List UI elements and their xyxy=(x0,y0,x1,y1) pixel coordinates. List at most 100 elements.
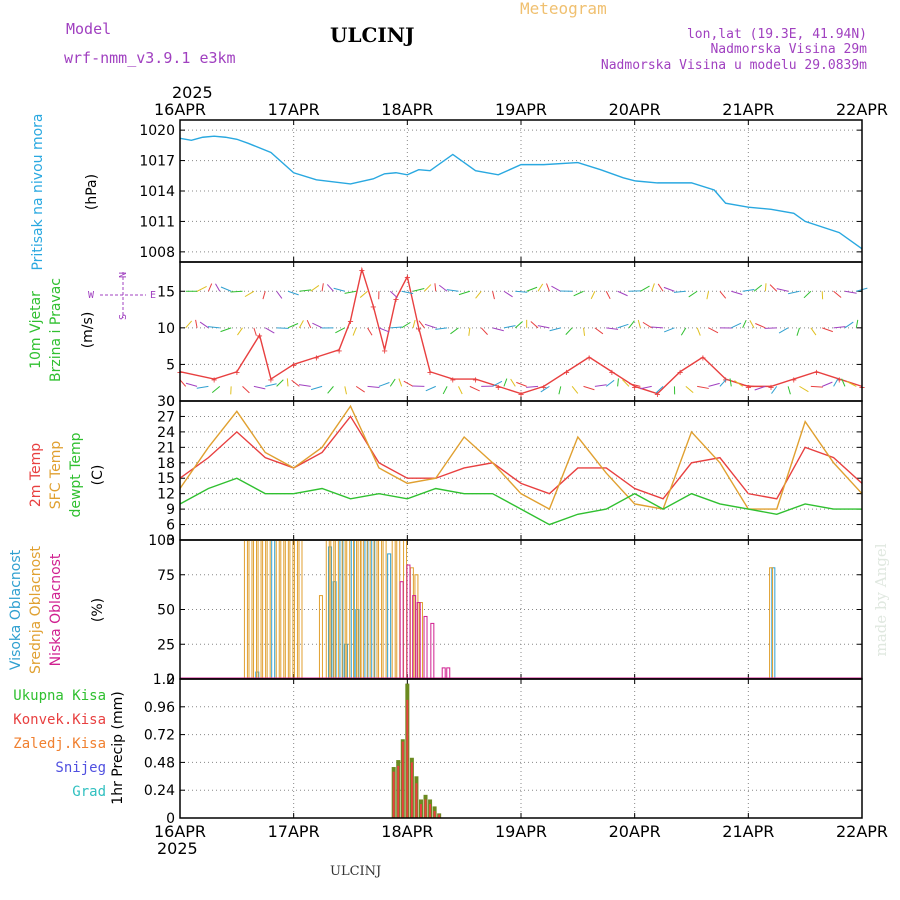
wind-arrow xyxy=(211,385,221,393)
wind-arrow xyxy=(764,283,767,292)
wind-arrow xyxy=(833,290,842,298)
pressure-title: Pritisak na nivou mora xyxy=(30,113,46,270)
precip-bar xyxy=(419,804,422,818)
wind-arrow xyxy=(796,327,800,336)
cloud-title-high: Visoka Oblacnost xyxy=(8,549,24,670)
wind-arrow xyxy=(514,321,523,329)
y-tick-label: 0.24 xyxy=(144,783,175,799)
bottom-date-label: 20APR xyxy=(609,822,661,841)
wind-arrow xyxy=(367,385,380,388)
wind-arrow xyxy=(195,319,198,328)
lonlat-text: lon,lat (19.3E, 41.94N) xyxy=(687,27,867,42)
wind-arrow xyxy=(438,284,448,292)
wind-arrow xyxy=(753,284,763,292)
precip-bar xyxy=(415,783,418,818)
wind-marker: + xyxy=(791,375,797,386)
series-line xyxy=(179,477,862,526)
wind-arrow xyxy=(418,320,425,329)
cloud-bar xyxy=(280,539,285,680)
y-tick-label: 18 xyxy=(157,456,175,472)
wind-marker: + xyxy=(609,368,615,379)
wind-arrow xyxy=(540,385,550,393)
wind-arrow xyxy=(480,327,488,335)
pressure-unit: (hPa) xyxy=(84,174,100,210)
wind-arrow xyxy=(207,283,213,292)
wind-marker: + xyxy=(632,382,638,393)
wind-arrow xyxy=(558,386,562,395)
wind-arrow xyxy=(298,320,304,329)
wind-arrow xyxy=(706,291,710,300)
wind-arrow xyxy=(551,285,562,292)
wind-arrow xyxy=(617,323,629,329)
wind-arrow xyxy=(810,385,823,388)
wind-arrow xyxy=(606,327,619,330)
wind-arrow xyxy=(196,286,207,292)
y-tick-label: 100 xyxy=(148,533,175,549)
bottom-date-label: 21APR xyxy=(722,822,774,841)
wind-marker: + xyxy=(473,375,479,386)
wind-marker: + xyxy=(234,368,240,379)
wind-arrow xyxy=(291,379,300,387)
wind-arrow xyxy=(389,290,398,299)
wind-arrow xyxy=(378,382,390,387)
compass-icon xyxy=(100,272,146,318)
compass-w: W xyxy=(88,290,95,301)
wind-arrow xyxy=(321,283,324,292)
wind-arrow xyxy=(401,290,414,295)
y-tick-label: 24 xyxy=(157,425,175,441)
wind-arrow xyxy=(734,380,743,387)
wind-arrow xyxy=(276,379,284,387)
wind-arrow xyxy=(310,385,323,391)
model-label: Model xyxy=(66,20,111,38)
wind-arrow xyxy=(492,327,504,332)
wind-arrow xyxy=(685,385,694,394)
wind-arrow xyxy=(390,326,403,329)
cloud-unit: (%) xyxy=(90,598,106,622)
wind-title-1: 10m Vjetar xyxy=(28,291,44,369)
precip-bar xyxy=(424,799,427,818)
wind-arrow xyxy=(276,327,289,329)
wind-arrow xyxy=(492,291,495,300)
wind-arrow xyxy=(844,290,857,294)
wind-arrow xyxy=(742,384,755,387)
y-tick-label: 75 xyxy=(157,568,175,584)
wind-arrow xyxy=(776,288,789,292)
wind-arrow xyxy=(754,385,766,391)
top-date-label: 18APR xyxy=(381,100,433,119)
year-bottom: 2025 xyxy=(157,839,198,858)
wind-arrow xyxy=(526,286,538,292)
cloud-bar xyxy=(257,539,262,680)
wind-arrow xyxy=(846,381,857,387)
y-tick-label: 15 xyxy=(157,284,175,300)
cloud-bar xyxy=(243,539,248,680)
bottom-date-label: 19APR xyxy=(495,822,547,841)
wind-arrow xyxy=(265,383,277,387)
top-date-label: 20APR xyxy=(609,100,661,119)
temp-title-dewpt: dewpt Temp xyxy=(68,432,84,517)
wind-arrow xyxy=(688,290,698,298)
precip-unit: 1hr Precip (mm) xyxy=(110,691,126,804)
wind-arrow xyxy=(844,321,854,329)
legend-entry: Ukupna Kisa xyxy=(13,688,106,704)
wind-arrow xyxy=(287,290,299,296)
wind-arrow xyxy=(771,386,778,394)
wind-arrow xyxy=(220,327,232,333)
wind-arrow xyxy=(326,284,334,292)
cloud-bar xyxy=(406,564,411,680)
y-tick-label: 5 xyxy=(166,357,175,373)
wind-arrow xyxy=(312,322,323,329)
wind-arrow xyxy=(199,321,209,329)
wind-arrow xyxy=(663,327,675,333)
compass-e: E xyxy=(150,290,156,301)
wind-arrow xyxy=(492,380,503,387)
wind-arrow xyxy=(822,381,833,387)
y-tick-label: 9 xyxy=(166,502,175,518)
wind-marker: + xyxy=(268,375,274,386)
precip-bar xyxy=(438,814,441,818)
wind-arrow xyxy=(355,385,365,393)
wind-arrow xyxy=(401,321,411,329)
cloud-bar xyxy=(293,539,298,680)
footer-station: ULCINJ xyxy=(330,864,381,879)
wind-arrow xyxy=(287,323,299,329)
